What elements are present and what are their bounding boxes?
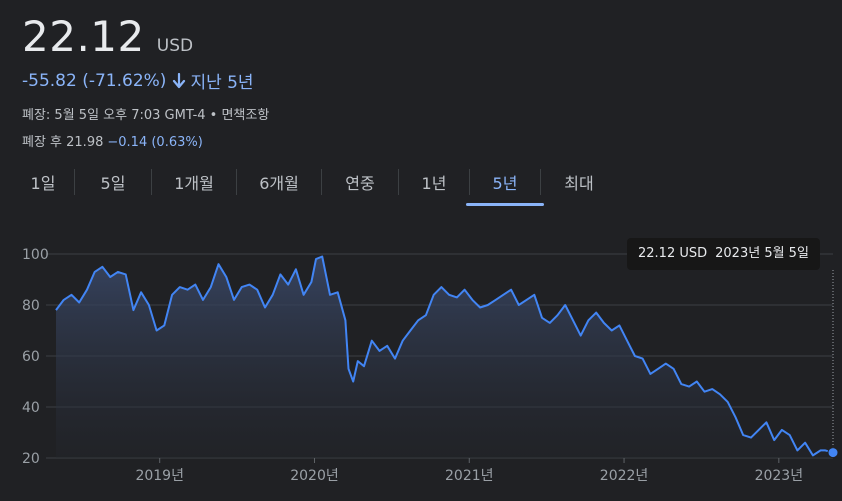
price-line: [55, 255, 834, 457]
change-value: -55.82 (-71.62%): [22, 70, 167, 91]
tab-divider: [151, 169, 152, 195]
y-tick-label: 100: [22, 247, 49, 263]
close-info: 폐장: 5월 5일 오후 7:03 GMT-4 • 면책조항: [22, 108, 270, 123]
tab-divider: [321, 169, 322, 195]
x-tick-label: 2023년: [755, 468, 804, 484]
x-tick-label: 2021년: [445, 468, 494, 484]
current-price: 22.12: [22, 12, 145, 61]
range-tabs: 1일 5일 1개월 6개월 연중 1년 5년 최대: [12, 168, 617, 206]
change-period: 지난 5년: [190, 73, 254, 93]
tab-divider: [540, 169, 541, 195]
y-tick-label: 40: [22, 400, 40, 416]
tab-1y[interactable]: 1년: [421, 174, 447, 193]
x-tick-label: 2022년: [600, 468, 649, 484]
price-change: -55.82 (-71.62%) 지난 5년: [22, 68, 254, 94]
chart-area-fill: [56, 256, 833, 458]
currency-label: USD: [156, 36, 194, 56]
chart-tooltip: 22.12 USD 2023년 5월 5일: [627, 238, 820, 270]
tab-divider: [398, 169, 399, 195]
tab-1d[interactable]: 1일: [30, 174, 56, 193]
after-hours-price: 폐장 후 21.98: [22, 135, 104, 150]
tab-6m[interactable]: 6개월: [259, 174, 299, 193]
tab-5d[interactable]: 5일: [100, 174, 126, 193]
tab-max[interactable]: 최대: [564, 174, 594, 193]
tab-divider: [74, 169, 75, 195]
tooltip-value: 22.12 USD: [638, 246, 708, 261]
tab-divider: [236, 169, 237, 195]
tab-1m[interactable]: 1개월: [174, 174, 214, 193]
tab-5y[interactable]: 5년: [466, 168, 544, 206]
y-tick-label: 20: [22, 451, 40, 467]
y-tick-label: 60: [22, 349, 40, 365]
x-tick-label: 2019년: [135, 468, 184, 484]
after-hours-info: 폐장 후 21.98 −0.14 (0.63%): [22, 131, 203, 150]
y-tick-label: 80: [22, 298, 40, 314]
arrow-down-icon: [172, 72, 186, 89]
current-point-marker: [827, 447, 839, 459]
tab-ytd[interactable]: 연중: [345, 174, 375, 193]
tooltip-date: 2023년 5월 5일: [715, 246, 809, 261]
x-tick-label: 2020년: [290, 468, 339, 484]
price-display: 22.12 USD: [22, 12, 193, 61]
tab-divider: [469, 169, 470, 195]
after-hours-change: −0.14 (0.63%): [107, 135, 203, 150]
